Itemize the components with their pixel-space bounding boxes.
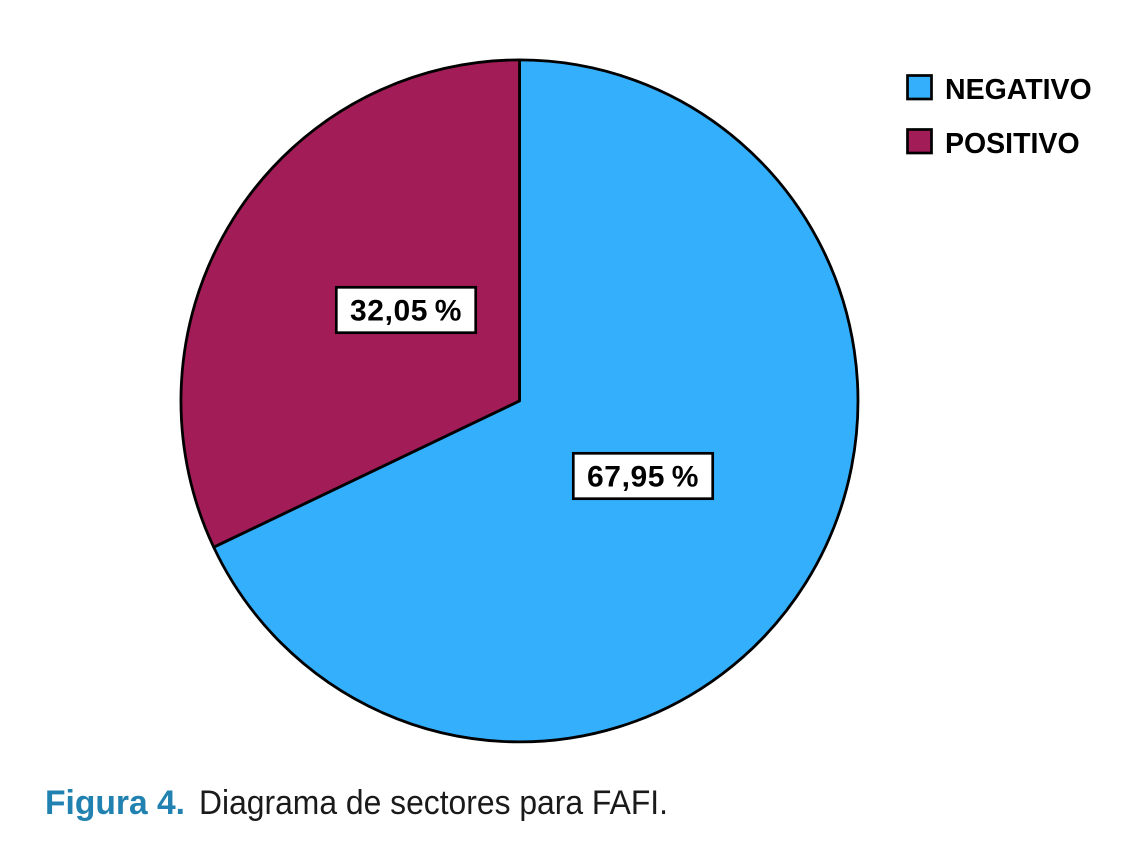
svg-text:POSITIVO: POSITIVO xyxy=(945,128,1080,160)
svg-text:67,95 %: 67,95 % xyxy=(587,461,699,494)
svg-text:NEGATIVO: NEGATIVO xyxy=(945,74,1092,106)
svg-text:Figura 4.: Figura 4. xyxy=(45,784,185,822)
svg-text:Diagrama de sectores para FAFI: Diagrama de sectores para FAFI. xyxy=(199,784,668,822)
svg-text:32,05 %: 32,05 % xyxy=(350,295,462,328)
